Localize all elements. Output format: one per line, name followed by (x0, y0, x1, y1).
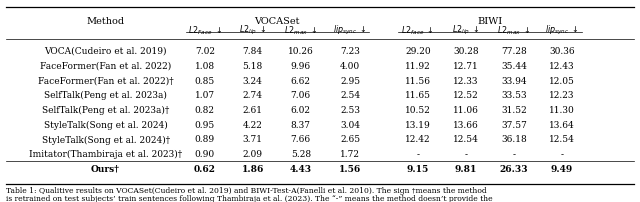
Text: VOCASet: VOCASet (254, 17, 300, 26)
Text: 12.05: 12.05 (549, 77, 575, 85)
Text: 9.49: 9.49 (551, 165, 573, 174)
Text: 3.24: 3.24 (243, 77, 263, 85)
Text: FaceFormer(Fan et al. 2022)†: FaceFormer(Fan et al. 2022)† (38, 77, 173, 85)
Text: VOCA(Cudeiro et al. 2019): VOCA(Cudeiro et al. 2019) (44, 47, 167, 56)
Text: 1.86: 1.86 (242, 165, 264, 174)
Text: 29.20: 29.20 (405, 47, 431, 56)
Text: 1.56: 1.56 (339, 165, 361, 174)
Text: SelfTalk(Peng et al. 2023a)†: SelfTalk(Peng et al. 2023a)† (42, 106, 169, 115)
Text: 77.28: 77.28 (501, 47, 527, 56)
Text: 1.07: 1.07 (195, 91, 215, 100)
Text: Method: Method (86, 17, 125, 26)
Text: 30.36: 30.36 (549, 47, 575, 56)
Text: 12.42: 12.42 (405, 136, 431, 144)
Text: $L2_{max}$ $\downarrow$: $L2_{max}$ $\downarrow$ (497, 24, 531, 37)
Text: 13.64: 13.64 (549, 121, 575, 130)
Text: 9.81: 9.81 (455, 165, 477, 174)
Text: 7.02: 7.02 (195, 47, 215, 56)
Text: 10.26: 10.26 (288, 47, 314, 56)
Text: 0.89: 0.89 (195, 136, 215, 144)
Text: 5.28: 5.28 (291, 150, 311, 159)
Text: Ours†: Ours† (91, 165, 120, 174)
Text: 11.56: 11.56 (405, 77, 431, 85)
Text: 11.30: 11.30 (549, 106, 575, 115)
Text: 35.44: 35.44 (501, 62, 527, 71)
Text: is retrained on test subjects’ train sentences following Thambiraja et al. (2023: is retrained on test subjects’ train sen… (6, 195, 493, 202)
Text: 3.71: 3.71 (243, 136, 263, 144)
Text: 6.62: 6.62 (291, 77, 311, 85)
Text: 0.95: 0.95 (195, 121, 215, 130)
Text: 8.37: 8.37 (291, 121, 311, 130)
Text: 12.43: 12.43 (549, 62, 575, 71)
Text: 2.61: 2.61 (243, 106, 263, 115)
Text: FaceFormer(Fan et al. 2022): FaceFormer(Fan et al. 2022) (40, 62, 172, 71)
Text: 11.92: 11.92 (405, 62, 431, 71)
Text: $lip_{sync}$ $\downarrow$: $lip_{sync}$ $\downarrow$ (333, 24, 367, 37)
Text: 36.18: 36.18 (501, 136, 527, 144)
Text: 13.66: 13.66 (453, 121, 479, 130)
Text: 12.23: 12.23 (549, 91, 575, 100)
Text: 2.65: 2.65 (340, 136, 360, 144)
Text: 0.62: 0.62 (194, 165, 216, 174)
Text: 4.00: 4.00 (340, 62, 360, 71)
Text: BIWI: BIWI (477, 17, 503, 26)
Text: 2.54: 2.54 (340, 91, 360, 100)
Text: 0.82: 0.82 (195, 106, 215, 115)
Text: 30.28: 30.28 (453, 47, 479, 56)
Text: -: - (513, 150, 515, 159)
Text: $L2_{lip}$ $\downarrow$: $L2_{lip}$ $\downarrow$ (452, 24, 480, 37)
Text: $L2_{face}$ $\downarrow$: $L2_{face}$ $\downarrow$ (401, 24, 435, 37)
Text: 0.90: 0.90 (195, 150, 215, 159)
Text: 5.18: 5.18 (243, 62, 263, 71)
Text: 7.84: 7.84 (243, 47, 263, 56)
Text: 0.85: 0.85 (195, 77, 215, 85)
Text: Table 1: Qualitive results on VOCASet(Cudeiro et al. 2019) and BIWI-Test-A(Fanel: Table 1: Qualitive results on VOCASet(Cu… (6, 187, 487, 195)
Text: 7.23: 7.23 (340, 47, 360, 56)
Text: 7.66: 7.66 (291, 136, 311, 144)
Text: StyleTalk(Song et al. 2024): StyleTalk(Song et al. 2024) (44, 121, 168, 130)
Text: 12.71: 12.71 (453, 62, 479, 71)
Text: $lip_{sync}$ $\downarrow$: $lip_{sync}$ $\downarrow$ (545, 24, 579, 37)
Text: 12.33: 12.33 (453, 77, 479, 85)
Text: -: - (465, 150, 467, 159)
Text: 11.06: 11.06 (453, 106, 479, 115)
Text: $L2_{lip}$ $\downarrow$: $L2_{lip}$ $\downarrow$ (239, 24, 267, 37)
Text: 1.72: 1.72 (340, 150, 360, 159)
Text: 12.54: 12.54 (453, 136, 479, 144)
Text: 9.15: 9.15 (407, 165, 429, 174)
Text: 4.22: 4.22 (243, 121, 263, 130)
Text: Imitator(Thambiraja et al. 2023)†: Imitator(Thambiraja et al. 2023)† (29, 150, 182, 159)
Text: 10.52: 10.52 (405, 106, 431, 115)
Text: 31.52: 31.52 (501, 106, 527, 115)
Text: 9.96: 9.96 (291, 62, 311, 71)
Text: 26.33: 26.33 (500, 165, 528, 174)
Text: $L2_{max}$ $\downarrow$: $L2_{max}$ $\downarrow$ (284, 24, 317, 37)
Text: 13.19: 13.19 (405, 121, 431, 130)
Text: 33.94: 33.94 (501, 77, 527, 85)
Text: 7.06: 7.06 (291, 91, 311, 100)
Text: SelfTalk(Peng et al. 2023a): SelfTalk(Peng et al. 2023a) (44, 91, 167, 100)
Text: 2.09: 2.09 (243, 150, 263, 159)
Text: 6.02: 6.02 (291, 106, 311, 115)
Text: 3.04: 3.04 (340, 121, 360, 130)
Text: -: - (561, 150, 563, 159)
Text: 1.08: 1.08 (195, 62, 215, 71)
Text: $L2_{Face}$ $\downarrow$: $L2_{Face}$ $\downarrow$ (188, 24, 222, 37)
Text: 4.43: 4.43 (290, 165, 312, 174)
Text: 12.54: 12.54 (549, 136, 575, 144)
Text: -: - (417, 150, 419, 159)
Text: 11.65: 11.65 (405, 91, 431, 100)
Text: 2.95: 2.95 (340, 77, 360, 85)
Text: StyleTalk(Song et al. 2024)†: StyleTalk(Song et al. 2024)† (42, 135, 170, 145)
Text: 2.53: 2.53 (340, 106, 360, 115)
Text: 37.57: 37.57 (501, 121, 527, 130)
Text: 2.74: 2.74 (243, 91, 263, 100)
Text: 33.53: 33.53 (501, 91, 527, 100)
Text: 12.52: 12.52 (453, 91, 479, 100)
